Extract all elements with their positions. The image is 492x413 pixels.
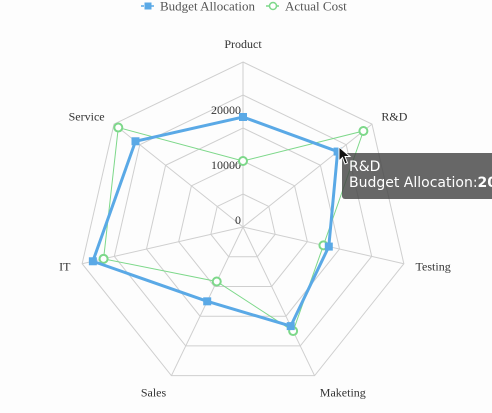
grid-ring <box>210 193 276 258</box>
indicator-label: Testing <box>416 259 451 273</box>
data-point[interactable] <box>98 253 109 264</box>
indicator-label: R&D <box>381 110 407 124</box>
legend-symbol <box>268 1 278 11</box>
data-point[interactable] <box>238 156 248 166</box>
indicator-label: Sales <box>141 385 167 399</box>
grid-ring <box>145 127 341 317</box>
data-point[interactable] <box>239 113 247 121</box>
data-point[interactable] <box>286 322 295 331</box>
indicator-label: Product <box>224 37 262 51</box>
data-point[interactable] <box>131 137 140 146</box>
tooltip-series-label: Budget Allocation <box>349 175 473 191</box>
data-point[interactable] <box>324 242 333 251</box>
data-point[interactable] <box>358 125 369 136</box>
axis-line <box>82 226 244 265</box>
series-line <box>90 115 340 328</box>
indicator-label: IT <box>59 259 71 273</box>
tick-label: 10000 <box>211 158 241 172</box>
data-point[interactable] <box>203 297 212 306</box>
tooltip-separator: : <box>472 175 478 191</box>
legend-label: Budget Allocation <box>160 0 255 14</box>
legend-item[interactable]: Budget Allocation <box>141 0 255 14</box>
legend-item[interactable]: Actual Cost <box>266 0 347 14</box>
grid-ring <box>81 61 405 377</box>
tooltip: R&D Budget Allocation:20 <box>342 153 492 199</box>
radar-grid <box>81 61 405 377</box>
tooltip-row: Budget Allocation:20 <box>349 175 492 191</box>
grid-ring <box>178 160 308 287</box>
indicator-label: Service <box>69 110 105 124</box>
tooltip-value: 20 <box>477 175 492 191</box>
axis-line <box>242 226 316 376</box>
tick-label: 0 <box>235 213 241 227</box>
tooltip-title: R&D <box>349 159 381 175</box>
tick-label: 20000 <box>211 103 241 117</box>
mouse-cursor-icon <box>338 146 352 165</box>
legend-symbol <box>144 2 152 10</box>
indicator-label: Maketing <box>320 385 366 399</box>
axis-line <box>242 123 373 228</box>
legend-label: Actual Cost <box>285 0 347 14</box>
data-point[interactable] <box>113 122 124 133</box>
data-point[interactable] <box>211 276 222 287</box>
data-point[interactable] <box>88 257 97 266</box>
series-group <box>88 113 342 331</box>
series-line <box>103 126 365 332</box>
legend: Budget Allocation Actual Cost <box>141 0 347 14</box>
data-point[interactable] <box>333 147 342 156</box>
